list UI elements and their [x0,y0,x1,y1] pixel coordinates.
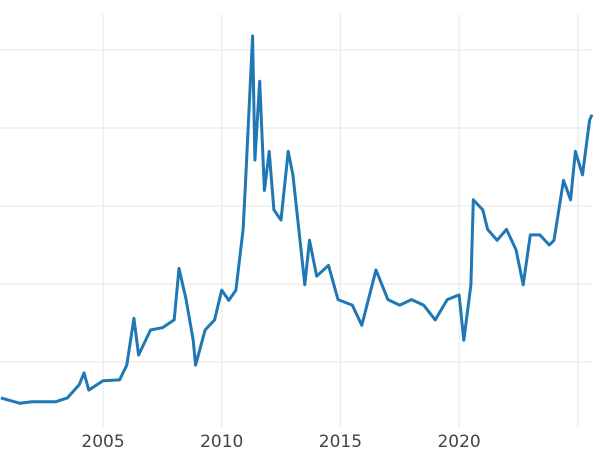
x-tick-label: 2010 [200,432,243,450]
x-tick-label: 2020 [437,432,480,450]
series-line [0,34,594,405]
x-tick-label: 2005 [81,432,124,450]
gridlines [0,14,592,428]
x-axis-ticks: 2005 2010 2015 2020 [81,432,480,450]
x-tick-label: 2015 [319,432,362,450]
